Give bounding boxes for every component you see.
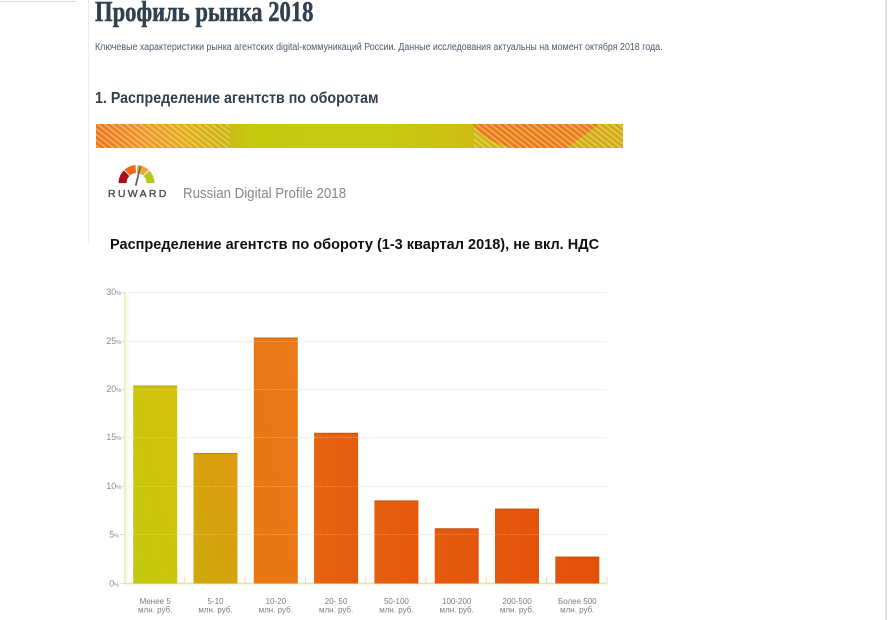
svg-text:30%: 30% [106, 287, 121, 297]
svg-text:10%: 10% [106, 481, 121, 491]
svg-text:50-100: 50-100 [384, 597, 409, 606]
svg-text:млн. руб.: млн. руб. [138, 606, 172, 615]
svg-text:5-10: 5-10 [207, 597, 224, 606]
svg-text:200-500: 200-500 [502, 597, 532, 606]
svg-text:5%: 5% [109, 530, 119, 540]
svg-text:10-20: 10-20 [266, 597, 287, 606]
svg-text:Более 500: Более 500 [558, 597, 597, 606]
svg-text:млн. руб.: млн. руб. [259, 606, 293, 615]
svg-text:15%: 15% [106, 432, 121, 442]
svg-text:0%: 0% [109, 579, 119, 589]
svg-text:млн. руб.: млн. руб. [560, 606, 594, 615]
svg-text:100-200: 100-200 [442, 597, 472, 606]
svg-text:20- 50: 20- 50 [325, 597, 348, 606]
svg-text:млн. руб.: млн. руб. [379, 606, 413, 615]
svg-text:млн. руб.: млн. руб. [440, 606, 474, 615]
svg-text:20%: 20% [106, 384, 121, 394]
svg-text:млн. руб.: млн. руб. [500, 606, 534, 615]
svg-text:млн. руб.: млн. руб. [198, 606, 232, 615]
svg-text:Менее 5: Менее 5 [140, 597, 172, 606]
svg-text:млн. руб.: млн. руб. [319, 606, 353, 615]
svg-text:25%: 25% [106, 336, 121, 346]
